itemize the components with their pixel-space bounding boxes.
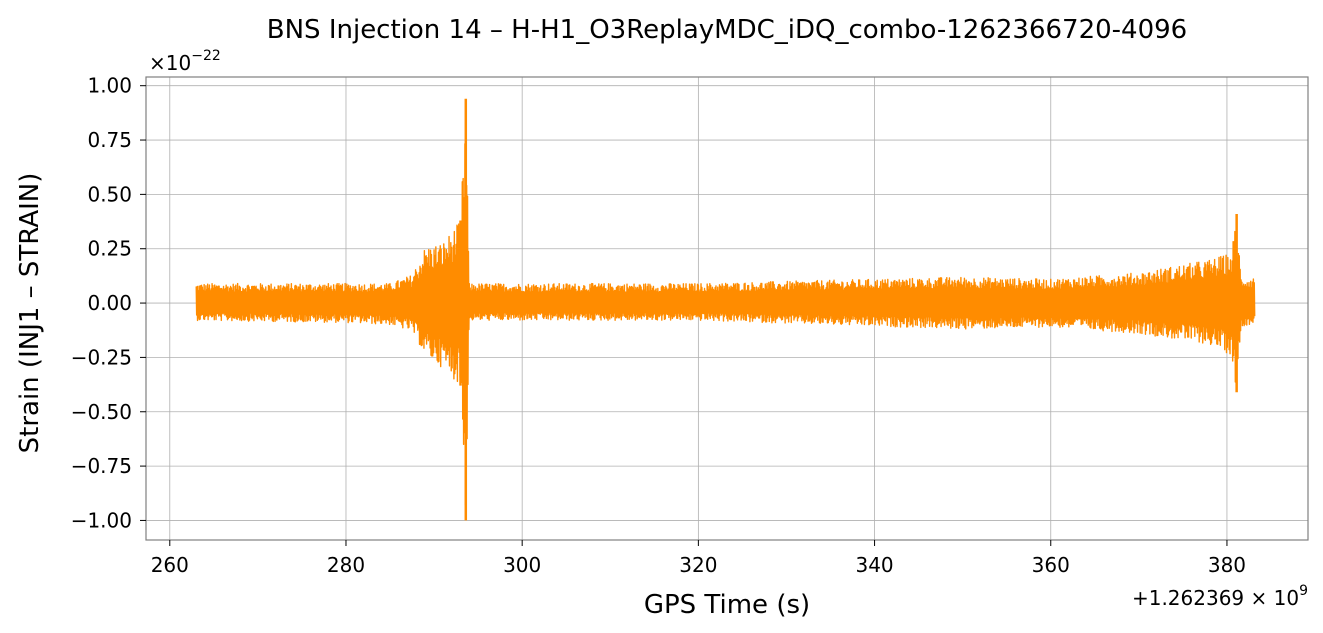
x-axis-ticks: 260 280 300 320 340 360 380: [151, 540, 1246, 577]
x-offset-exponent: 9: [1299, 583, 1308, 599]
y-tick-label: −0.75: [71, 454, 132, 478]
series-line: [195, 132, 1256, 506]
x-tick-label: 340: [855, 553, 893, 577]
y-tick-label: −1.00: [71, 508, 132, 532]
x-tick-label: 300: [503, 553, 541, 577]
y-tick-label: 0.00: [87, 291, 132, 315]
y-axis-label: Strain (INJ1 – STRAIN): [15, 173, 45, 454]
plot-frame: [145, 76, 1309, 541]
x-tick-label: 280: [327, 553, 365, 577]
y-tick-label: 0.50: [87, 182, 132, 206]
x-offset-base: +1.262369 × 10: [1132, 586, 1299, 610]
x-tick-label: 320: [679, 553, 717, 577]
y-scale-label: ×10−22: [149, 48, 221, 75]
x-tick-label: 260: [151, 553, 189, 577]
y-tick-label: 0.25: [87, 237, 132, 261]
y-scale-base: ×10: [149, 51, 191, 75]
y-scale-exponent: −22: [191, 48, 221, 64]
x-offset-label: +1.262369 × 109: [1132, 583, 1308, 610]
signal-series: [195, 98, 1256, 521]
y-tick-label: −0.25: [71, 345, 132, 369]
x-axis-label: GPS Time (s): [644, 590, 810, 620]
y-tick-label: 1.00: [87, 74, 132, 98]
svg-text:+1.262369 × 109: +1.262369 × 109: [1132, 583, 1308, 610]
y-axis-ticks: 1.00 0.75 0.50 0.25 0.00 −0.25 −0.50 −0.75 −1.00: [71, 74, 146, 532]
chart-title: BNS Injection 14 – H-H1_O3ReplayMDC_iDQ_…: [267, 15, 1187, 45]
svg-text:×10−22: ×10−22: [149, 48, 221, 75]
y-tick-label: −0.50: [71, 400, 132, 424]
x-tick-label: 360: [1032, 553, 1070, 577]
x-tick-label: 380: [1208, 553, 1246, 577]
y-tick-label: 0.75: [87, 128, 132, 152]
